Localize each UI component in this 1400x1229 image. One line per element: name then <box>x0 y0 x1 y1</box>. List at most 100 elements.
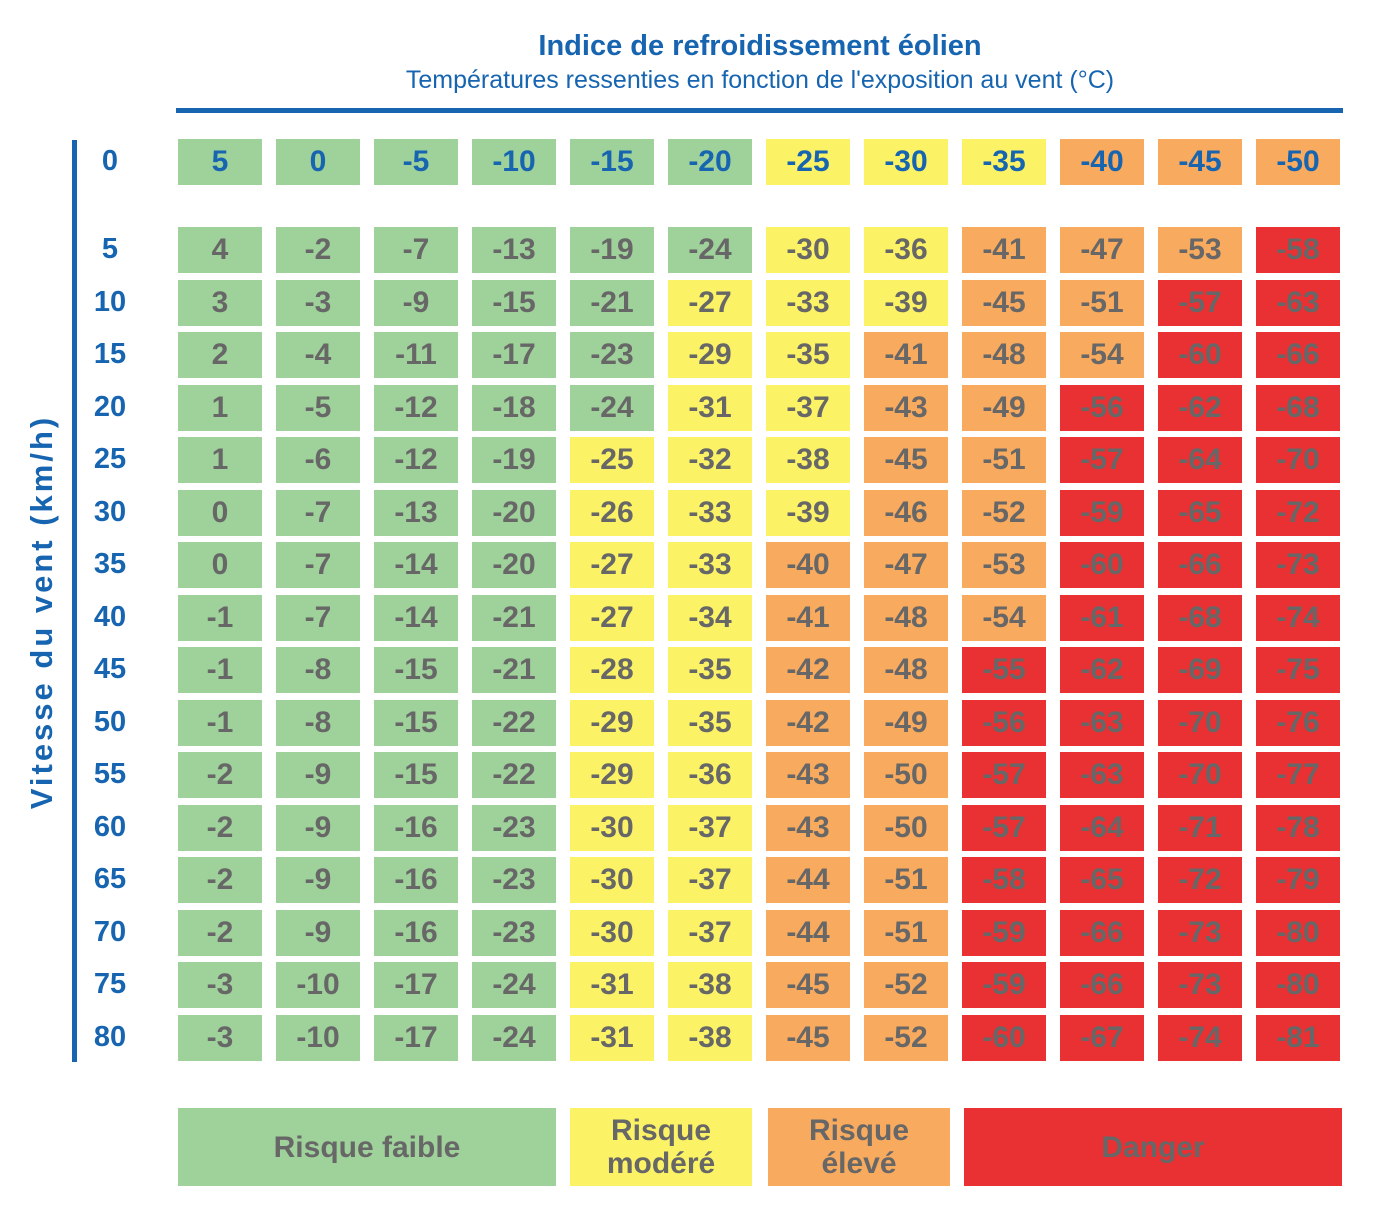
cell: -21 <box>472 594 556 641</box>
cell: -38 <box>766 437 850 483</box>
row-label: 10 <box>93 285 127 318</box>
cell: -36 <box>668 752 752 798</box>
cell: -10 <box>276 1014 360 1061</box>
header-cell: -5 <box>374 139 458 185</box>
cell: -69 <box>1158 647 1242 693</box>
cell: -14 <box>374 542 458 588</box>
cell: 1 <box>178 384 262 431</box>
cell: -44 <box>766 909 850 956</box>
cell: -40 <box>766 542 850 588</box>
cell: -57 <box>1158 279 1242 326</box>
cell: -66 <box>1060 909 1144 956</box>
cell: -52 <box>864 962 948 1008</box>
cell: -27 <box>570 594 654 641</box>
cell: -2 <box>276 227 360 273</box>
legend-item: Risque faible <box>178 1108 556 1186</box>
legend-item: Danger <box>964 1108 1342 1186</box>
cell: -38 <box>668 962 752 1008</box>
cell: -73 <box>1158 909 1242 956</box>
cell: -42 <box>766 699 850 746</box>
cell: -12 <box>374 437 458 483</box>
cell: -16 <box>374 857 458 903</box>
cell: -30 <box>570 857 654 903</box>
cell: -76 <box>1256 699 1340 746</box>
row-label: 15 <box>93 338 127 370</box>
row-label: 35 <box>93 548 127 580</box>
cell: -80 <box>1256 909 1340 956</box>
cell: -71 <box>1158 804 1242 851</box>
cell: -30 <box>766 227 850 273</box>
cell: -56 <box>1060 384 1144 431</box>
axis-label: Vitesse du vent (km/h) <box>24 414 59 810</box>
cell: -26 <box>570 489 654 536</box>
cell: -23 <box>472 909 556 956</box>
cell: -9 <box>374 279 458 326</box>
subtitle: Températures ressenties en fonction de l… <box>405 66 1115 94</box>
cell: -37 <box>668 804 752 851</box>
cell: 2 <box>178 332 262 378</box>
header-cell: -45 <box>1158 139 1242 185</box>
cell: -17 <box>472 332 556 378</box>
cell: -45 <box>864 437 948 483</box>
cell: -17 <box>374 1014 458 1061</box>
row-label: 45 <box>93 653 127 685</box>
row-label: 75 <box>93 968 127 1000</box>
cell: -49 <box>962 384 1046 431</box>
cell: -16 <box>374 804 458 851</box>
cell: -72 <box>1158 857 1242 903</box>
cell: -51 <box>1060 279 1144 326</box>
cell: -21 <box>570 279 654 326</box>
cell: -27 <box>668 279 752 326</box>
cell: -12 <box>374 384 458 431</box>
cell: -19 <box>472 437 556 483</box>
cell: -34 <box>668 594 752 641</box>
cell: -3 <box>178 962 262 1008</box>
cell: -77 <box>1256 752 1340 798</box>
cell: -9 <box>276 804 360 851</box>
cell: -24 <box>570 384 654 431</box>
cell: -55 <box>962 647 1046 693</box>
cell: -37 <box>766 384 850 431</box>
cell: -21 <box>472 647 556 693</box>
cell: -20 <box>472 542 556 588</box>
header-cell: -50 <box>1256 139 1340 185</box>
cell: -48 <box>962 332 1046 378</box>
cell: -70 <box>1158 752 1242 798</box>
cell: -3 <box>276 279 360 326</box>
cell: -7 <box>276 542 360 588</box>
row-label: 40 <box>93 600 127 633</box>
cell: -67 <box>1060 1014 1144 1061</box>
cell: -8 <box>276 699 360 746</box>
cell: -1 <box>178 647 262 693</box>
cell: -17 <box>374 962 458 1008</box>
cell: -56 <box>962 699 1046 746</box>
cell: -32 <box>668 437 752 483</box>
title: Indice de refroidissement éolien <box>538 30 982 62</box>
cell: -41 <box>962 227 1046 273</box>
cell: -48 <box>864 594 948 641</box>
cell: -59 <box>962 909 1046 956</box>
cell: -8 <box>276 647 360 693</box>
cell: -30 <box>570 909 654 956</box>
cell: -62 <box>1158 384 1242 431</box>
cell: -9 <box>276 909 360 956</box>
cell: -54 <box>962 594 1046 641</box>
cell: -14 <box>374 594 458 641</box>
cell: -15 <box>374 699 458 746</box>
cell: -63 <box>1256 279 1340 326</box>
cell: -47 <box>864 542 948 588</box>
row-label: 5 <box>101 233 119 265</box>
cell: -44 <box>766 857 850 903</box>
cell: -60 <box>962 1014 1046 1061</box>
cell: -51 <box>864 909 948 956</box>
cell: -38 <box>668 1014 752 1061</box>
row-label: 60 <box>93 810 127 843</box>
cell: -49 <box>864 699 948 746</box>
cell: 4 <box>178 227 262 273</box>
header-cell: -40 <box>1060 139 1144 185</box>
cell: -27 <box>570 542 654 588</box>
cell: -74 <box>1158 1014 1242 1061</box>
cell: -41 <box>864 332 948 378</box>
cell: -29 <box>570 699 654 746</box>
